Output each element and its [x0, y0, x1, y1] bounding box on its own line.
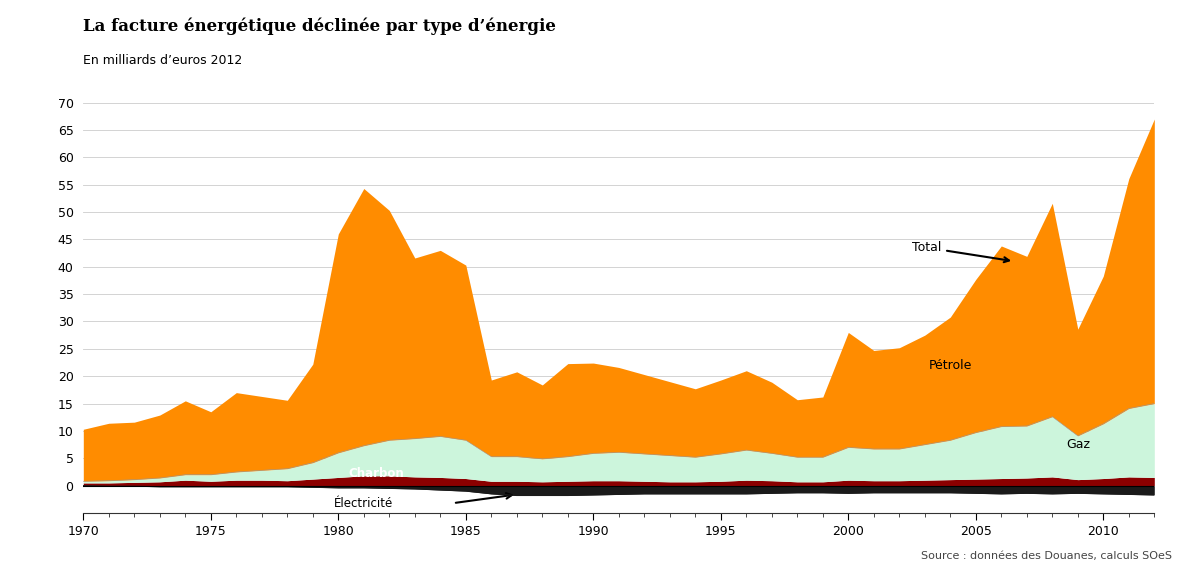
Text: Électricité: Électricité: [334, 496, 394, 510]
Text: Source : données des Douanes, calculs SOeS: Source : données des Douanes, calculs SO…: [921, 551, 1172, 561]
Text: Gaz: Gaz: [1066, 438, 1090, 451]
Text: Pétrole: Pétrole: [928, 359, 972, 372]
Text: La facture énergétique déclinée par type d’énergie: La facture énergétique déclinée par type…: [83, 17, 556, 35]
Text: Total: Total: [912, 241, 1009, 262]
Text: Charbon: Charbon: [349, 467, 405, 480]
Text: En milliards d’euros 2012: En milliards d’euros 2012: [83, 54, 243, 67]
